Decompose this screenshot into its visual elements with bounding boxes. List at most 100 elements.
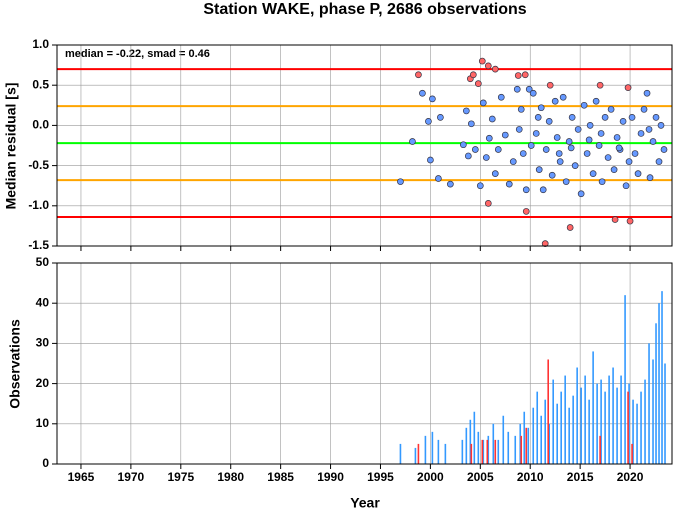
bar: [612, 367, 614, 464]
data-point: [425, 118, 432, 125]
data-point: [542, 146, 550, 153]
data-point: [619, 118, 627, 125]
data-point: [419, 89, 426, 97]
bar: [507, 431, 510, 464]
bar: [481, 439, 484, 464]
bar: [477, 431, 480, 464]
y-tick-label: 50: [36, 255, 50, 269]
bar: [437, 439, 440, 464]
data-point: [484, 200, 492, 207]
bar: [604, 391, 606, 464]
data-point: [577, 190, 585, 198]
data-point: [598, 178, 606, 186]
y-tick-label: 30: [36, 336, 50, 350]
bar: [527, 427, 530, 464]
bar: [523, 411, 526, 464]
bar: [592, 351, 594, 464]
data-point: [488, 115, 496, 123]
x-tick-label: 2000: [417, 470, 444, 484]
x-tick-label: 2010: [517, 470, 544, 484]
x-tick-label: 1995: [367, 470, 394, 484]
data-point: [497, 93, 505, 101]
data-point: [539, 186, 547, 194]
data-point: [482, 154, 490, 161]
bar: [627, 391, 629, 464]
y-axis-label: Observations: [7, 319, 23, 409]
bar: [620, 375, 622, 464]
data-point: [585, 136, 593, 144]
data-point: [514, 72, 522, 79]
data-point: [505, 180, 513, 188]
data-point: [474, 80, 482, 87]
bar: [556, 403, 558, 464]
bar: [544, 399, 547, 464]
x-tick-label: 1980: [217, 470, 244, 484]
data-point: [519, 150, 527, 157]
data-point: [517, 105, 525, 113]
data-point: [513, 85, 521, 93]
data-point: [541, 240, 549, 247]
data-point: [610, 166, 618, 173]
bar: [536, 391, 539, 464]
data-point: [580, 101, 588, 109]
data-point: [625, 158, 633, 165]
bar: [599, 435, 601, 464]
data-point: [515, 126, 523, 133]
data-point: [548, 171, 556, 179]
data-point: [631, 150, 639, 157]
plot-frame: [56, 262, 673, 465]
data-point: [459, 141, 467, 149]
bar: [564, 375, 566, 464]
x-tick-label: 2005: [467, 470, 494, 484]
bar: [640, 391, 642, 464]
bar: [494, 439, 497, 464]
data-point: [522, 186, 530, 194]
data-point: [467, 120, 475, 128]
data-point: [462, 107, 470, 115]
data-point: [628, 114, 636, 121]
data-point: [501, 131, 509, 139]
data-point: [559, 93, 567, 101]
data-point: [535, 166, 543, 173]
bar: [588, 399, 590, 464]
bar: [560, 391, 562, 464]
x-tick-label: 1990: [317, 470, 344, 484]
data-point: [567, 144, 575, 152]
data-point: [645, 126, 653, 133]
data-point: [447, 180, 454, 188]
data-point: [597, 130, 605, 137]
bar: [552, 379, 554, 464]
data-point: [622, 182, 630, 190]
data-point: [469, 71, 477, 79]
chart-title: Station WAKE, phase P, 2686 observations: [203, 1, 526, 18]
bar: [492, 423, 495, 464]
bar: [461, 439, 464, 464]
data-point: [555, 150, 563, 157]
data-point: [397, 178, 404, 186]
bar: [644, 379, 646, 464]
annotation: median = -0.22, smad = 0.46: [65, 48, 210, 60]
y-axis-label: Median residual [s]: [3, 83, 19, 210]
data-point: [545, 118, 553, 125]
data-point: [640, 105, 648, 113]
bar: [399, 443, 402, 464]
data-point: [595, 142, 603, 149]
data-point: [615, 144, 623, 152]
bar: [473, 411, 476, 464]
bar: [417, 443, 420, 464]
data-point: [583, 150, 591, 157]
y-tick-label: -0.5: [28, 158, 49, 172]
x-tick-label: 1975: [167, 470, 194, 484]
x-tick-label: 2020: [617, 470, 644, 484]
bar: [580, 387, 582, 464]
data-point: [485, 134, 493, 142]
data-point: [634, 170, 642, 177]
x-axis-label: Year: [350, 495, 380, 511]
data-point: [589, 170, 597, 177]
bar: [548, 423, 550, 464]
data-point: [556, 158, 564, 165]
data-point: [471, 146, 479, 153]
data-point: [592, 97, 600, 105]
y-tick-label: 0.5: [32, 77, 49, 91]
bar: [469, 419, 472, 464]
